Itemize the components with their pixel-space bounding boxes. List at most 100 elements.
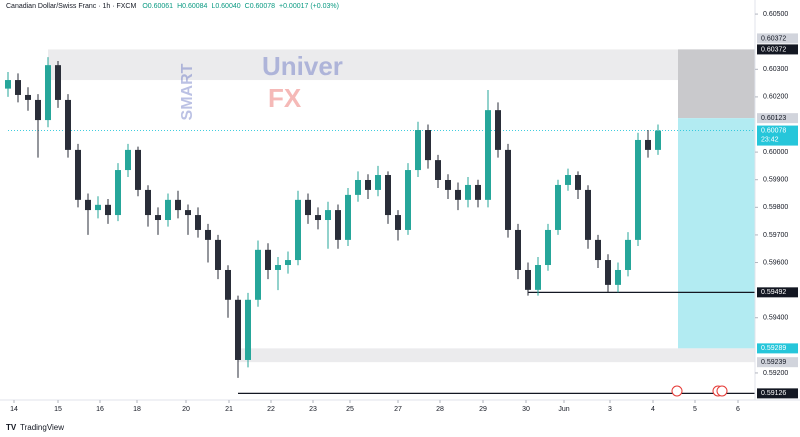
candle-body — [415, 130, 421, 171]
candle-body — [395, 215, 401, 230]
candle-body — [575, 175, 581, 190]
price-label: 0.60372 — [761, 35, 786, 42]
candle-body — [45, 65, 51, 121]
candle-body — [605, 260, 611, 285]
candle-body — [115, 170, 121, 216]
ohlc-value: C0.60078 — [245, 3, 275, 10]
candle-body — [25, 94, 31, 100]
candle-body — [205, 229, 211, 240]
candle-body — [655, 130, 661, 150]
x-tick-label: 30 — [522, 406, 530, 413]
candle-body — [455, 189, 461, 200]
brand: TradingView — [20, 423, 64, 432]
candle-body — [215, 239, 221, 270]
candle-body — [15, 80, 21, 95]
zone — [678, 49, 755, 119]
x-tick-label: 3 — [608, 406, 612, 413]
candle-body — [225, 269, 231, 300]
candle-body — [295, 199, 301, 261]
candle-body — [285, 260, 291, 266]
zone — [238, 348, 755, 363]
ohlc-value: L0.60040 — [211, 3, 240, 10]
candle-body — [515, 229, 521, 270]
x-tick-label: 5 — [693, 406, 697, 413]
candle-body — [525, 269, 531, 290]
candle-body — [475, 184, 481, 200]
x-tick-label: 21 — [225, 406, 233, 413]
price-label-box — [757, 125, 798, 146]
x-tick-label: 6 — [736, 406, 740, 413]
price-label-box — [757, 343, 798, 354]
candle-body — [105, 204, 111, 216]
x-tick-label: 4 — [651, 406, 655, 413]
x-tick-label: 18 — [133, 406, 141, 413]
candle-body — [145, 189, 151, 216]
x-tick-label: 25 — [346, 406, 354, 413]
x-tick-label: 15 — [54, 406, 62, 413]
price-label-box — [757, 113, 798, 124]
candle-body — [305, 199, 311, 216]
x-tick-label: 16 — [96, 406, 104, 413]
candle-body — [335, 210, 341, 240]
candle-body — [625, 239, 631, 270]
ohlc-value: H0.60084 — [177, 3, 207, 10]
y-tick-label: 0.60500 — [763, 11, 788, 18]
y-tick-label: 0.60200 — [763, 94, 788, 101]
candle-body — [505, 149, 511, 230]
zones — [48, 49, 755, 363]
price-label-box — [757, 388, 798, 399]
candle-body — [355, 179, 361, 195]
candle-body — [545, 229, 551, 266]
x-tick-label: 29 — [479, 406, 487, 413]
candle-body — [95, 204, 101, 211]
candle-body — [555, 184, 561, 230]
candle-body — [245, 299, 251, 360]
price-label: 0.59239 — [761, 359, 786, 366]
candle-body — [265, 249, 271, 270]
candle-body — [175, 199, 181, 211]
candle-body — [165, 199, 171, 221]
price-label: 0.59492 — [761, 289, 786, 296]
event-icon[interactable] — [671, 385, 683, 397]
candle-body — [495, 110, 501, 150]
x-tick-label: 23 — [309, 406, 317, 413]
price-label: 0.60078 — [761, 127, 786, 134]
candle-body — [135, 149, 141, 190]
event-icon[interactable] — [716, 385, 728, 397]
candle-body — [195, 215, 201, 230]
candle-body — [445, 179, 451, 190]
watermark-text: FX — [268, 83, 302, 113]
symbol-title: Canadian Dollar/Swiss Franc · 1h · FXCM — [6, 3, 136, 10]
candle-body — [55, 65, 61, 100]
zone — [678, 118, 755, 349]
candle-body — [595, 239, 601, 261]
candle-body — [425, 130, 431, 161]
y-tick-label: 0.59700 — [763, 232, 788, 239]
price-label: 0.59289 — [761, 345, 786, 352]
x-tick-label: 28 — [436, 406, 444, 413]
candle-body — [235, 299, 241, 360]
x-tick-label: 27 — [394, 406, 402, 413]
candle-body — [635, 139, 641, 240]
zone — [48, 49, 755, 81]
candle-body — [125, 149, 131, 171]
x-tick-label: 14 — [10, 406, 18, 413]
ohlc-value: +0.00017 (+0.03%) — [279, 3, 339, 10]
price-label-box — [757, 33, 798, 44]
candle-body — [365, 179, 371, 190]
candle-body — [345, 194, 351, 240]
candle-body — [615, 269, 621, 285]
candle-body — [435, 160, 441, 180]
candle-body — [585, 189, 591, 240]
price-label-box — [757, 287, 798, 298]
candle-body — [275, 265, 281, 270]
candle-body — [75, 149, 81, 200]
brand-logo: TV — [6, 423, 17, 432]
y-tick-label: 0.59800 — [763, 204, 788, 211]
x-tick-label: Jun — [558, 406, 569, 413]
x-tick-label: 20 — [182, 406, 190, 413]
candle-body — [85, 199, 91, 211]
candle-body — [405, 170, 411, 230]
candle-body — [485, 110, 491, 200]
